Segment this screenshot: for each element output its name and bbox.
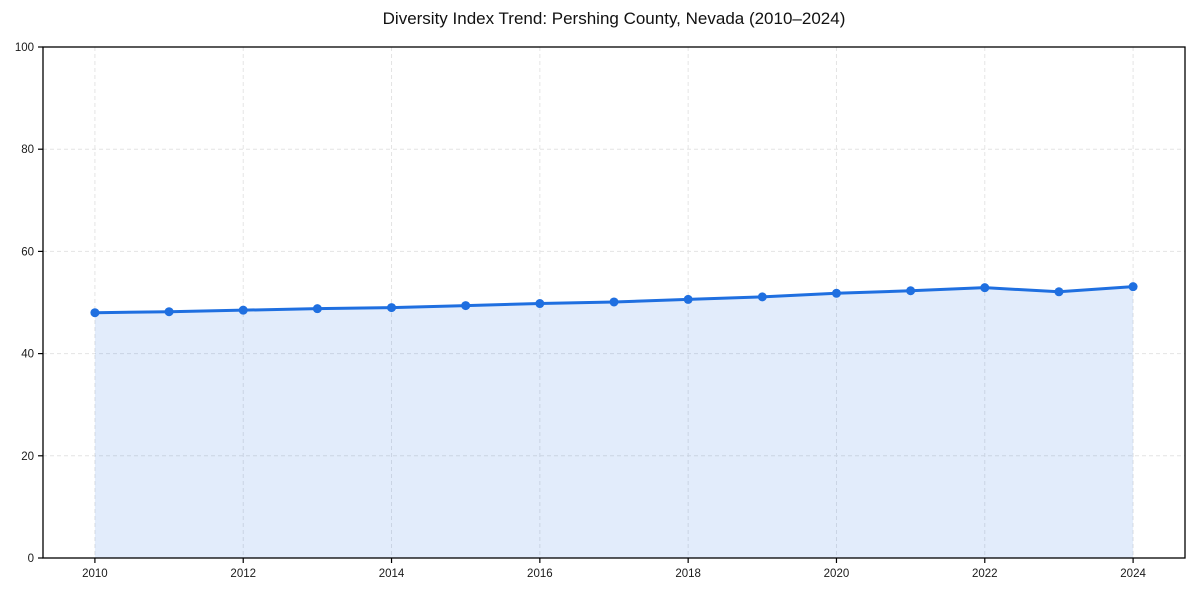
x-tick-label: 2020	[824, 568, 850, 580]
y-tick-label: 80	[21, 144, 34, 156]
data-point	[164, 307, 174, 317]
data-point	[1128, 282, 1138, 292]
x-tick-label: 2022	[972, 568, 998, 580]
data-point	[831, 288, 841, 298]
area-fill	[94, 286, 1134, 558]
data-point	[980, 283, 990, 293]
data-point	[312, 304, 322, 314]
x-tick-label: 2024	[1120, 568, 1146, 580]
y-tick-label: 100	[15, 42, 34, 54]
data-point	[387, 303, 397, 313]
data-point	[1054, 287, 1064, 297]
y-tick-label: 20	[21, 451, 34, 463]
x-tick-label: 2012	[230, 568, 256, 580]
plot-border	[42, 46, 1186, 559]
data-point	[906, 286, 916, 296]
x-tick-label: 2010	[82, 568, 108, 580]
y-tick-label: 0	[28, 553, 34, 565]
data-point	[757, 292, 767, 302]
x-tick-label: 2016	[527, 568, 553, 580]
data-point	[90, 308, 100, 318]
x-tick-label: 2018	[675, 568, 701, 580]
data-point	[535, 299, 545, 309]
data-point	[683, 294, 693, 304]
data-point	[238, 305, 248, 315]
x-tick-label: 2014	[379, 568, 405, 580]
y-tick-label: 60	[21, 246, 34, 258]
data-point	[609, 297, 619, 307]
y-tick-label: 40	[21, 349, 34, 361]
chart-title: Diversity Index Trend: Pershing County, …	[382, 9, 846, 28]
data-point	[461, 301, 471, 311]
